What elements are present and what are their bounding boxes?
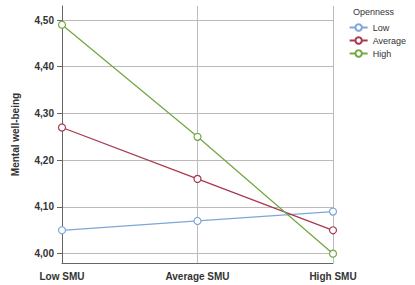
svg-text:Mental well-being: Mental well-being [10, 93, 21, 176]
svg-text:4,20: 4,20 [35, 155, 55, 166]
svg-text:4,30: 4,30 [35, 108, 55, 119]
svg-text:4,00: 4,00 [35, 248, 55, 259]
svg-text:Low SMU: Low SMU [40, 271, 85, 282]
svg-text:High SMU: High SMU [309, 271, 356, 282]
svg-text:Openness: Openness [353, 7, 395, 17]
svg-text:4,40: 4,40 [35, 61, 55, 72]
svg-text:4,50: 4,50 [35, 15, 55, 26]
svg-text:High: High [373, 49, 392, 59]
svg-text:Low: Low [373, 23, 390, 33]
svg-text:4,10: 4,10 [35, 201, 55, 212]
svg-text:Average SMU: Average SMU [165, 271, 229, 282]
svg-text:Average: Average [373, 36, 406, 46]
